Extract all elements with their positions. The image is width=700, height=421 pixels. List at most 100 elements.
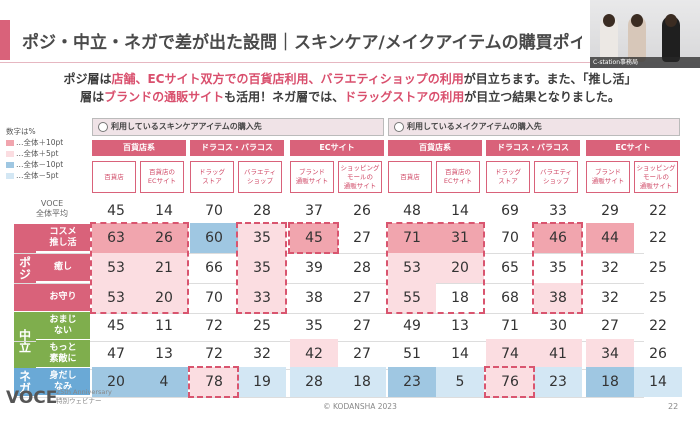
webcam-name-label: C-station事務局 [590,57,700,68]
copyright: © KODANSHA 2023 [323,402,397,411]
table-cell: 69 [501,203,519,219]
table-cell: 28 [253,203,271,219]
summary-text: ポジ層は店舗、ECサイト双方での百貨店利用、バラエティショップの利用が目立ちます… [40,70,660,106]
table-cell: 68 [501,290,519,306]
category-header: ドラコス・バラコス [486,140,580,156]
subcategory-header: ショッピング モールの 通販サイト [338,161,382,193]
summary-fragment: が目立つ結果となりました。 [464,90,620,104]
table-cell: 71 [388,223,436,253]
subcategory-label: ドラッグ ストア [199,168,225,185]
table-cell: 23 [388,367,436,397]
legend-item: …全体－10pt [6,159,63,170]
slide-title: ポジ・中立・ネガで差が出た設問｜スキンケア/メイクアイテムの購買ポイント [0,20,590,60]
table-cell: 55 [388,283,436,313]
panel-title: 利用しているメイクアイテムの購入先 [388,118,680,136]
table-cell: 70 [205,203,223,219]
subcategory-header: 百貨店の ECサイト [140,161,184,193]
table-cell: 28 [353,260,371,276]
legend-label: …全体＋5pt [16,149,59,158]
legend-item: …全体－5pt [6,170,63,181]
table-cell: 66 [205,260,223,276]
webcam-video-tile[interactable]: C-station事務局 [590,0,700,68]
subcategory-header: バラエティ ショップ [534,161,578,193]
table-cell: 47 [107,346,125,362]
legend-item: …全体＋10pt [6,137,63,148]
table-cell: 35 [238,223,286,253]
table-cell: 25 [649,290,667,306]
table-cell: 29 [601,203,619,219]
table-cell: 22 [649,318,667,334]
table-cell: 35 [238,253,286,283]
subcategory-label: 百貨店 [104,172,124,181]
table-cell: 19 [238,367,286,397]
row-divider [14,397,644,398]
table-cell: 74 [486,339,534,369]
subcategory-label: 百貨店の ECサイト [443,168,473,185]
table-cell: 13 [155,346,173,362]
summary-highlight: ドラッグストアの利用 [344,90,465,104]
subcategory-label: バラエティ ショップ [539,168,573,185]
table-cell: 33 [549,203,567,219]
subcategory-header: ドラッグ ストア [190,161,234,193]
presenter-figure [628,14,646,62]
table-cell: 39 [305,260,323,276]
table-cell: 72 [205,318,223,334]
table-cell: 45 [107,318,125,334]
subcategory-header: ブランド 通販サイト [586,161,630,193]
anniversary-label: 25th Anniversary 特別ウェビナー [56,388,112,405]
row-divider [14,283,644,284]
subcategory-header: 百貨店の ECサイト [436,161,480,193]
group-label: 中立 [14,312,36,370]
table-cell: 70 [501,230,519,246]
summary-line-1: ポジ層は店舗、ECサイト双方での百貨店利用、バラエティショップの利用が目立ちます… [40,70,660,88]
row-label: もっと 素敵に [36,340,90,367]
table-cell: 37 [305,203,323,219]
bullet-icon [98,122,108,132]
summary-fragment: ポジ層は [63,72,112,86]
row-label: 身だし なみ [36,368,90,395]
panel-title-text: 利用しているスキンケアアイテムの購入先 [111,122,262,131]
panel-title: 利用しているスキンケアアイテムの購入先 [92,118,384,136]
table-cell: 22 [649,230,667,246]
panel-title-text: 利用しているメイクアイテムの購入先 [407,122,542,131]
subcategory-header: ドラッグ ストア [486,161,530,193]
table-cell: 26 [353,203,371,219]
legend-item: …全体＋5pt [6,148,63,159]
table-cell: 14 [155,203,173,219]
category-header: ドラコス・バラコス [190,140,284,156]
summary-highlight: 店舗、ECサイト双方での百貨店利用、バラエティショップの利用 [111,72,464,86]
color-legend: 数字は% …全体＋10pt …全体＋5pt …全体－10pt …全体－5pt [6,126,63,181]
voce-logo: VOCE [6,388,58,408]
table-cell: 72 [205,346,223,362]
table-cell: 14 [451,346,469,362]
table-cell: 20 [436,253,484,283]
summary-fragment: も活用！ネガ層では、 [224,90,345,104]
table-cell: 53 [92,253,140,283]
page-number: 22 [668,402,679,411]
table-cell: 46 [534,223,582,253]
table-cell: 70 [205,290,223,306]
subcategory-header: ショッピング モールの 通販サイト [634,161,678,193]
table-cell: 26 [649,346,667,362]
table-cell: 22 [649,203,667,219]
row-label: 癒し [36,254,90,281]
table-cell: 25 [253,318,271,334]
summary-highlight: ブランドの通販サイト [104,90,225,104]
subcategory-header: 百貨店 [388,161,432,193]
table-cell: 78 [190,367,238,397]
table-cell: 27 [353,318,371,334]
table-cell: 5 [436,367,484,397]
table-cell: 53 [92,283,140,313]
summary-line-2: 層はブランドの通販サイトも活用！ネガ層では、ドラッグストアの利用が目立つ結果とな… [40,88,660,106]
title-accent-bar [0,20,10,60]
table-cell: 23 [534,367,582,397]
table-cell: 42 [290,339,338,369]
table-cell: 20 [92,367,140,397]
subcategory-label: ブランド 通販サイト [295,168,329,185]
category-header: ECサイト [290,140,384,156]
subcategory-header: バラエティ ショップ [238,161,282,193]
title-divider [0,62,590,63]
subcategory-label: ショッピング モールの 通販サイト [636,163,676,190]
row-label: コスメ 推し活 [36,224,90,251]
table-cell: 27 [353,346,371,362]
